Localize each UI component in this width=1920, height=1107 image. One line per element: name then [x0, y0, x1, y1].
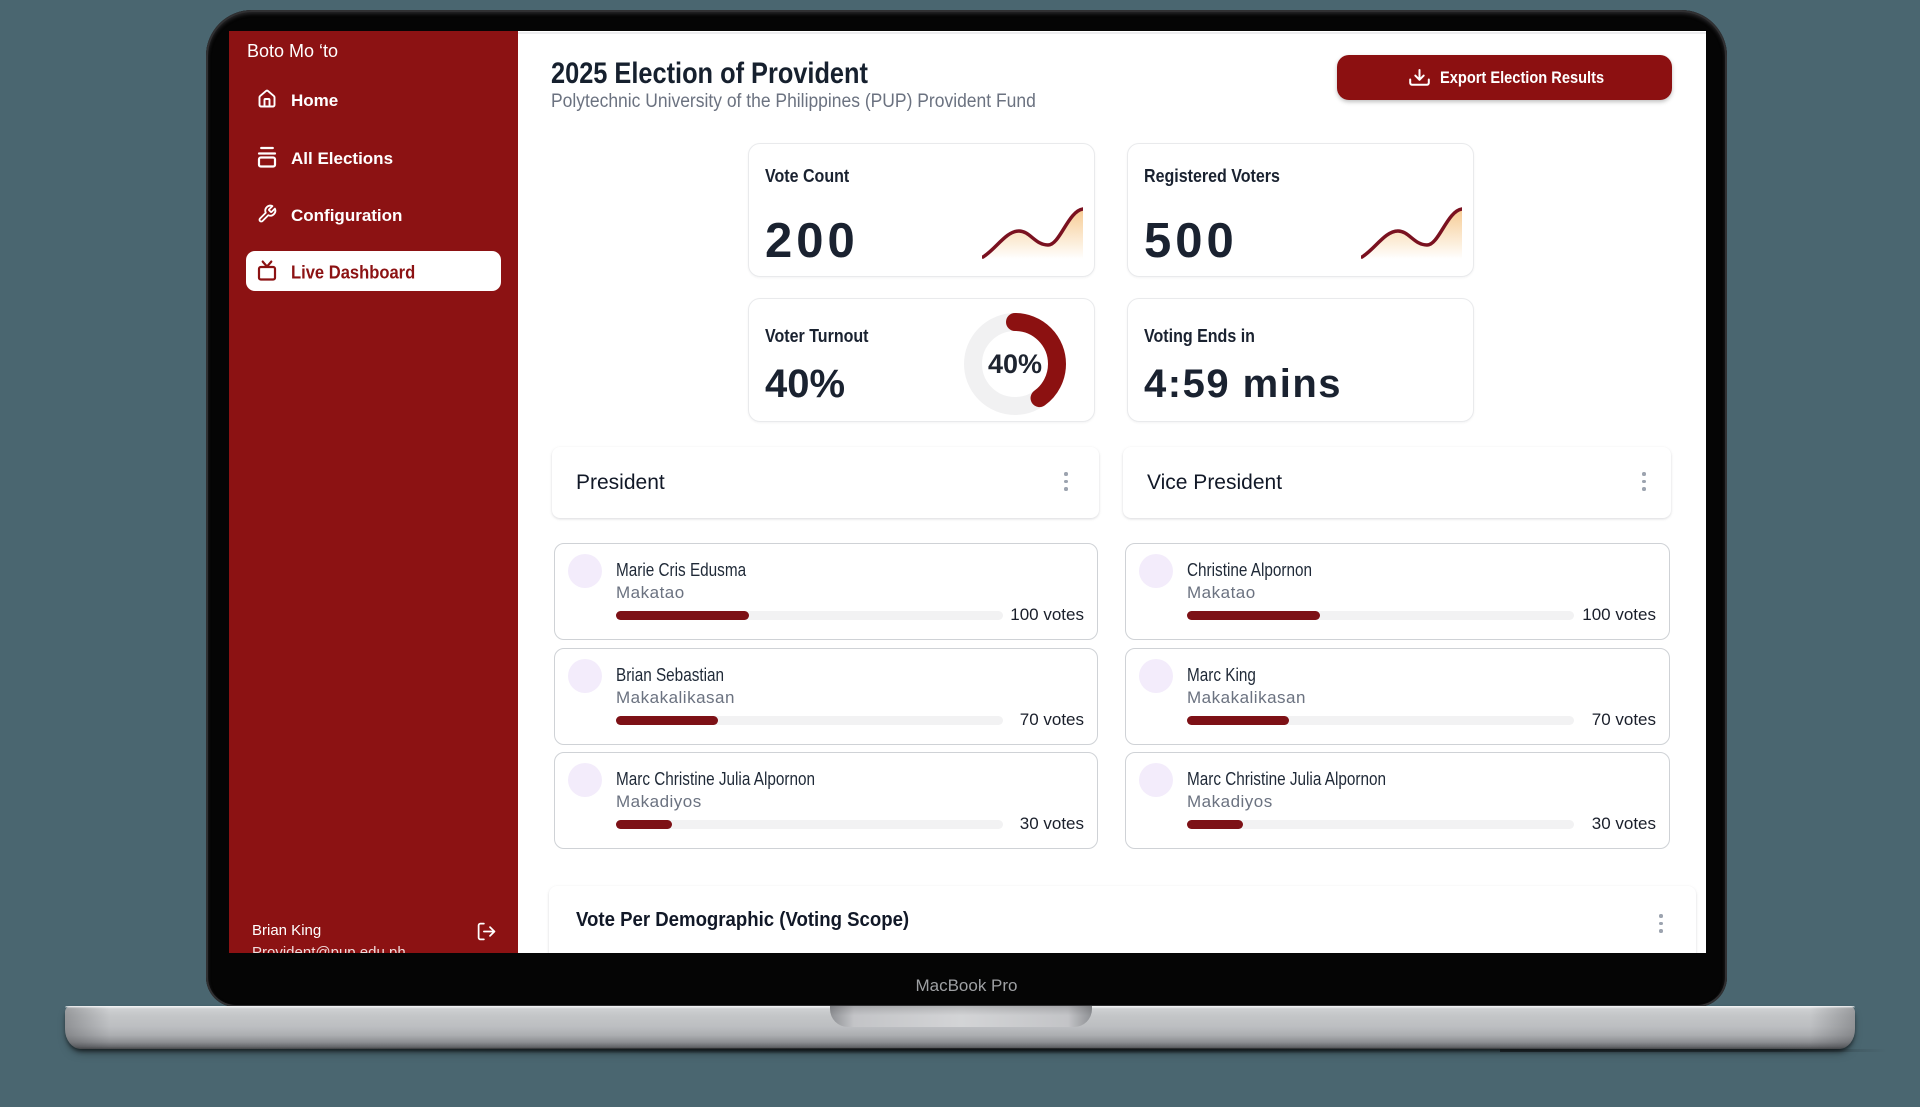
- svg-text:40%: 40%: [988, 349, 1042, 379]
